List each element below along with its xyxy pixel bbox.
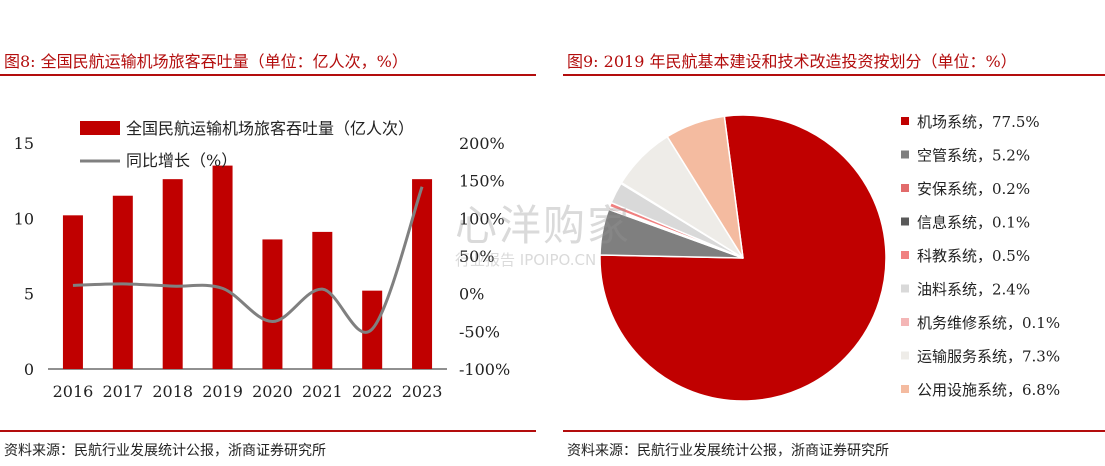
- figure-8-top-rule: [0, 74, 536, 76]
- y-right-tick-label: -50%: [459, 322, 500, 341]
- figure-8-bottom-rule: [0, 430, 536, 432]
- legend-label-3: 信息系统，0.1%: [917, 214, 1030, 232]
- y-right-tick-label: 150%: [459, 172, 505, 191]
- y-left-tick-label: 0: [24, 360, 34, 379]
- legend-swatch-2: [901, 184, 909, 192]
- figure-8-source: 资料来源：民航行业发展统计公报，浙商证券研究所: [4, 443, 326, 459]
- figure-8-title: 图8: 全国民航运输机场旅客吞吐量（单位：亿人次，%）: [4, 52, 408, 71]
- investment-pie-chart: 机场系统，77.5% 空管系统，5.2% 安保系统，0.2% 信息系统，0.1% 科教系…: [599, 113, 1060, 402]
- legend-label-6: 机务维修系统，0.1%: [917, 314, 1060, 332]
- legend-label-0: 机场系统，77.5%: [917, 113, 1040, 131]
- x-tick-label: 2017: [102, 382, 143, 401]
- figure-9-top-rule: [563, 74, 1105, 76]
- figure-9-source: 资料来源：民航行业发展统计公报，浙商证券研究所: [567, 443, 889, 459]
- y-left-tick-label: 15: [14, 134, 34, 153]
- y-right-tick-label: -100%: [459, 360, 510, 379]
- x-tick-label: 2020: [252, 382, 293, 401]
- bar-2021: [312, 231, 333, 369]
- y-right-tick-label: 50%: [459, 247, 495, 266]
- legend-swatch-6: [901, 318, 909, 326]
- x-tick-label: 2023: [402, 382, 443, 401]
- pie-slice-8: [666, 115, 744, 259]
- y-right-tick-label: 100%: [459, 209, 505, 228]
- legend-label-7: 运输服务系统，7.3%: [917, 348, 1060, 366]
- legend-label-4: 科教系统，0.5%: [917, 247, 1030, 265]
- legend-swatch-5: [901, 284, 909, 293]
- figure-9-title: 图9: 2019 年民航基本建设和技术改造投资按划分（单位：%）: [567, 52, 1017, 71]
- legend-swatch-1: [901, 150, 909, 159]
- figure-9-bottom-rule: [563, 430, 1105, 432]
- legend-swatch-7: [901, 351, 909, 360]
- x-tick-label: 2018: [152, 382, 193, 401]
- x-tick-label: 2022: [352, 382, 393, 401]
- legend-label-8: 公用设施系统，6.8%: [917, 381, 1060, 399]
- x-tick-label: 2016: [53, 382, 94, 401]
- legend-label-bar: 全国民航运输机场旅客吞吐量（亿人次）: [126, 119, 414, 138]
- y-right-tick-label: 0%: [459, 285, 484, 304]
- passenger-throughput-chart: 0 5 10 15 -100% -50% 0% 50% 100% 150% 200% 2016 2017…: [14, 119, 511, 401]
- legend-swatch-8: [901, 385, 909, 393]
- bar-2018: [162, 179, 183, 369]
- legend-swatch-4: [901, 251, 909, 259]
- bar-2023: [412, 179, 433, 369]
- growth-line: [72, 186, 424, 334]
- x-tick-label: 2019: [202, 382, 243, 401]
- legend-label-line: 同比增长（%）: [126, 151, 237, 170]
- legend-label-1: 空管系统，5.2%: [917, 147, 1030, 165]
- y-right-tick-label: 200%: [459, 134, 505, 153]
- legend-swatch-3: [901, 217, 909, 226]
- figure-9-panel: 图9: 2019 年民航基本建设和技术改造投资按划分（单位：%） 机场系统，77…: [563, 0, 1105, 466]
- bar-2016: [62, 215, 83, 369]
- legend-label-2: 安保系统，0.2%: [917, 180, 1030, 198]
- legend-swatch-bar: [80, 121, 120, 135]
- bar-2017: [112, 195, 133, 369]
- bar-2019: [212, 165, 233, 369]
- y-left-tick-label: 5: [24, 285, 34, 304]
- legend-swatch-0: [901, 117, 909, 125]
- y-left-tick-label: 10: [14, 209, 34, 228]
- figure-8-panel: 图8: 全国民航运输机场旅客吞吐量（单位：亿人次，%） 0 5 10 15 -100% -…: [0, 0, 536, 466]
- bar-2020: [262, 239, 283, 369]
- x-tick-label: 2021: [302, 382, 343, 401]
- legend-label-5: 油料系统，2.4%: [917, 281, 1030, 299]
